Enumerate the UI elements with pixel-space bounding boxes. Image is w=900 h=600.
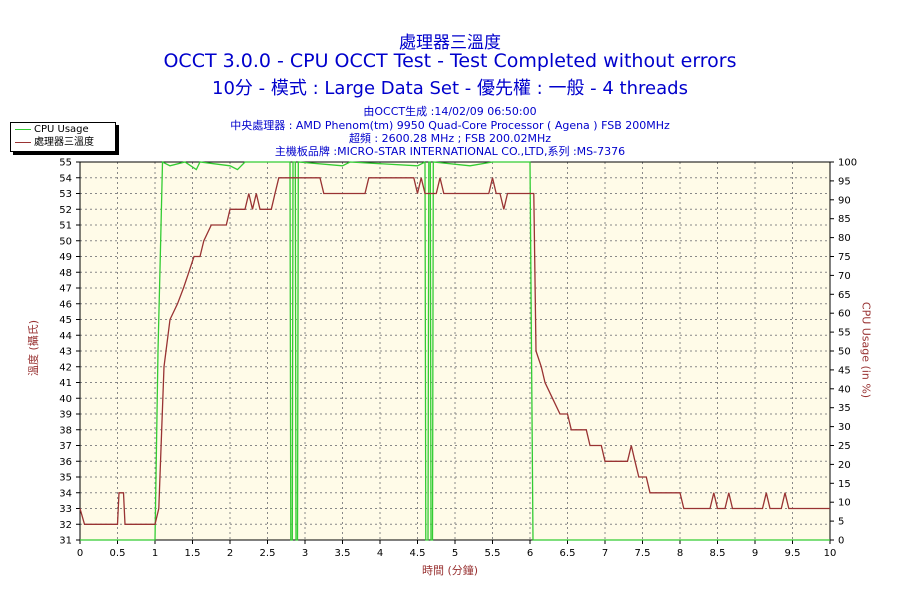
y-tick-label: 34	[59, 488, 72, 499]
y-tick-label: 50	[59, 236, 72, 247]
y2-tick-label: 100	[838, 158, 857, 169]
legend-swatch-cpu	[15, 128, 31, 130]
y2-tick-label: 20	[838, 460, 851, 471]
legend-item-cpu: CPU Usage	[15, 124, 89, 136]
y2-tick-label: 0	[838, 536, 844, 547]
y-tick-label: 47	[59, 284, 72, 295]
y-axis-label-right: CPU Usage (in %)	[859, 301, 873, 399]
y-axis-label-left: 溫度 (攝氏)	[27, 319, 40, 377]
y-tick-label: 31	[59, 536, 72, 547]
y2-tick-label: 65	[838, 290, 851, 301]
y-tick-label: 54	[59, 173, 72, 184]
x-tick-label: 9.5	[785, 548, 801, 559]
chart-title-test: OCCT 3.0.0 - CPU OCCT Test - Test Comple…	[163, 50, 737, 72]
x-tick-label: 3	[302, 548, 308, 559]
y2-tick-label: 15	[838, 479, 851, 490]
x-tick-label: 2	[227, 548, 233, 559]
y2-tick-label: 10	[838, 498, 851, 509]
legend-label-temp: 處理器三溫度	[34, 137, 94, 148]
x-tick-label: 3.5	[335, 548, 351, 559]
y-tick-label: 45	[59, 315, 72, 326]
info-generated: 由OCCT生成 :14/02/09 06:50:00	[363, 105, 537, 118]
y-tick-label: 35	[59, 473, 72, 484]
y2-tick-label: 55	[838, 328, 851, 339]
y2-tick-label: 75	[838, 252, 851, 263]
legend-label-cpu: CPU Usage	[34, 124, 89, 135]
y-tick-label: 44	[59, 331, 72, 342]
y2-tick-label: 70	[838, 271, 851, 282]
legend-item-temp: 處理器三溫度	[15, 137, 94, 149]
x-tick-label: 0.5	[110, 548, 126, 559]
x-tick-label: 8.5	[710, 548, 726, 559]
series-cpu-usage-line	[80, 160, 830, 541]
y2-tick-label: 95	[838, 176, 851, 187]
y-tick-label: 55	[59, 158, 72, 169]
y-tick-label: 48	[59, 268, 72, 279]
chart-title-main: 處理器三溫度	[399, 33, 501, 53]
info-clock: 超頻 : 2600.28 MHz ; FSB 200.02MHz	[348, 132, 552, 145]
y2-tick-label: 85	[838, 214, 851, 225]
x-tick-label: 5.5	[485, 548, 501, 559]
y2-tick-label: 30	[838, 422, 851, 433]
series-temperature-line	[79, 177, 830, 525]
x-tick-label: 2.5	[260, 548, 276, 559]
y-tick-label: 53	[59, 189, 72, 200]
info-motherboard: 主機板品牌 :MICRO-STAR INTERNATIONAL CO.,LTD,…	[274, 145, 626, 158]
y-tick-label: 43	[59, 347, 72, 358]
x-tick-label: 9	[752, 548, 758, 559]
legend-swatch-temp	[15, 141, 31, 143]
y-tick-label: 38	[59, 425, 72, 436]
y2-tick-label: 25	[838, 441, 851, 452]
y2-tick-label: 80	[838, 233, 851, 244]
plot-frame	[79, 161, 831, 541]
y-tick-label: 39	[59, 410, 72, 421]
y2-tick-label: 5	[838, 517, 844, 528]
y-tick-label: 32	[59, 520, 72, 531]
y-tick-label: 51	[59, 221, 72, 232]
y-tick-label: 49	[59, 252, 72, 263]
y-tick-label: 52	[59, 205, 72, 216]
y2-tick-label: 60	[838, 309, 851, 320]
y-tick-label: 41	[59, 378, 72, 389]
y-tick-label: 46	[59, 299, 72, 310]
y2-tick-label: 40	[838, 384, 851, 395]
x-axis-label: 時間 (分鐘)	[421, 564, 479, 577]
x-tick-label: 4.5	[410, 548, 426, 559]
y-tick-label: 33	[59, 504, 72, 515]
y-tick-label: 42	[59, 362, 72, 373]
x-tick-label: 8	[677, 548, 683, 559]
chart-title-mode: 10分 - 模式 : Large Data Set - 優先權 : 一般 - 4…	[212, 78, 688, 99]
y-tick-label: 36	[59, 457, 72, 468]
info-cpu: 中央處理器 : AMD Phenom(tm) 9950 Quad-Core Pr…	[230, 119, 670, 132]
legend: CPU Usage 處理器三溫度	[10, 122, 116, 152]
y-tick-label: 37	[59, 441, 72, 452]
x-tick-label: 7	[602, 548, 608, 559]
y-tick-label: 40	[59, 394, 72, 405]
y2-tick-label: 35	[838, 403, 851, 414]
x-tick-label: 5	[452, 548, 458, 559]
x-tick-label: 0	[77, 548, 83, 559]
x-tick-label: 10	[824, 548, 837, 559]
x-tick-label: 1	[152, 548, 158, 559]
x-tick-label: 7.5	[635, 548, 651, 559]
x-tick-label: 1.5	[185, 548, 201, 559]
x-tick-label: 6	[527, 548, 533, 559]
x-tick-label: 6.5	[560, 548, 576, 559]
y2-tick-label: 90	[838, 195, 851, 206]
y2-tick-label: 50	[838, 347, 851, 358]
y2-tick-label: 45	[838, 365, 851, 376]
x-tick-label: 4	[377, 548, 383, 559]
